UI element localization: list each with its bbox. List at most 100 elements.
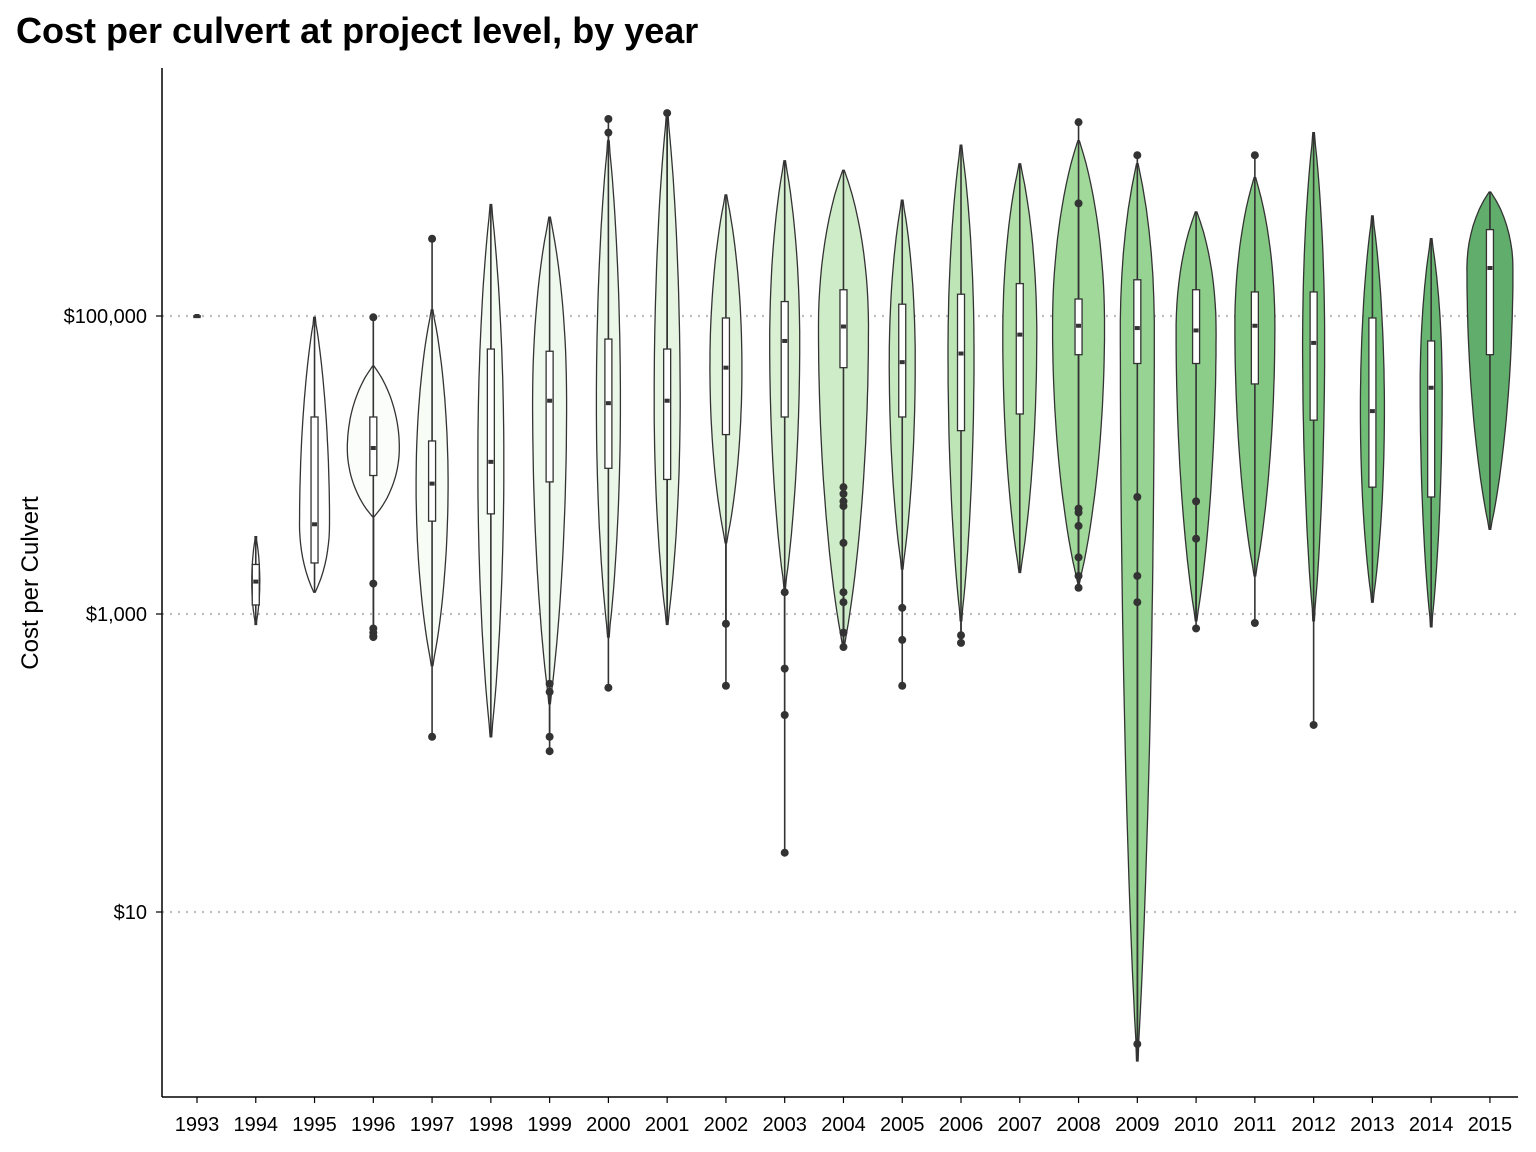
- x-tick-label: 2000: [586, 1114, 631, 1136]
- outlier-point: [1074, 504, 1083, 513]
- box-2012: [1309, 291, 1318, 421]
- outlier-point: [839, 588, 848, 597]
- outlier-point: [1074, 583, 1083, 592]
- x-tick-label: 2003: [762, 1114, 807, 1136]
- median-2012: [1311, 340, 1317, 345]
- x-tick-label: 2015: [1468, 1114, 1513, 1136]
- outlier-point: [839, 598, 848, 607]
- y-tick-label: $10: [114, 902, 147, 924]
- outlier-point: [898, 603, 907, 612]
- outlier-point: [1192, 624, 1201, 633]
- median-2008: [1076, 323, 1082, 328]
- outlier-point: [721, 619, 730, 628]
- median-2009: [1134, 326, 1140, 331]
- x-tick-label: 1994: [234, 1114, 279, 1136]
- y-tick-label: $1,000: [86, 604, 147, 626]
- median-1999: [547, 398, 553, 403]
- outlier-point: [604, 128, 613, 137]
- outlier-point: [1074, 521, 1083, 530]
- box-2001: [663, 348, 672, 481]
- outlier-point: [1074, 553, 1083, 562]
- outlier-point: [663, 109, 672, 118]
- outlier-point: [545, 687, 554, 696]
- box-2013: [1368, 317, 1377, 488]
- median-2013: [1369, 409, 1375, 414]
- outlier-point: [957, 638, 966, 647]
- median-1998: [488, 459, 494, 464]
- outlier-point: [839, 538, 848, 547]
- x-tick-label: 2012: [1291, 1114, 1336, 1136]
- x-tick-label: 1996: [351, 1114, 396, 1136]
- outlier-point: [721, 681, 730, 690]
- median-1994: [253, 579, 259, 584]
- x-tick-label: 2008: [1056, 1114, 1101, 1136]
- box-2006: [956, 293, 966, 432]
- x-tick-label: 1995: [292, 1114, 337, 1136]
- box-2002: [721, 317, 731, 436]
- median-2004: [840, 324, 846, 329]
- grid-lines: [162, 314, 1518, 914]
- outlier-point: [780, 848, 789, 857]
- outlier-point: [1133, 1040, 1142, 1049]
- median-2010: [1193, 328, 1199, 333]
- box-2015: [1485, 228, 1495, 356]
- x-tick-label: 1997: [410, 1114, 455, 1136]
- outlier-point: [839, 497, 848, 506]
- x-tick-label: 2001: [645, 1114, 690, 1136]
- outlier-point: [780, 710, 789, 719]
- median-2001: [664, 398, 670, 403]
- outlier-point: [545, 679, 554, 688]
- outlier-point: [1133, 571, 1142, 580]
- x-tick-label: 2013: [1350, 1114, 1395, 1136]
- outlier-point: [604, 683, 613, 692]
- box-1997: [427, 440, 437, 522]
- outlier-point: [545, 747, 554, 756]
- outlier-point: [1133, 151, 1142, 160]
- outlier-point: [604, 114, 613, 123]
- median-1993: [194, 314, 200, 318]
- y-tick-label: $100,000: [64, 306, 147, 328]
- x-tick-label: 2010: [1174, 1114, 1219, 1136]
- x-tick-label: 1993: [175, 1114, 220, 1136]
- box-1995: [310, 416, 319, 564]
- median-1996: [370, 446, 376, 451]
- median-1995: [312, 522, 318, 527]
- outlier-point: [1192, 534, 1201, 543]
- box-2007: [1015, 282, 1024, 415]
- median-2006: [958, 351, 964, 356]
- violins: [193, 112, 1514, 1062]
- x-tick-label: 2006: [939, 1114, 984, 1136]
- box-2004: [839, 289, 848, 369]
- outlier-point: [1250, 619, 1259, 628]
- x-tick-label: 2005: [880, 1114, 925, 1136]
- box-2009: [1133, 279, 1142, 365]
- outlier-point: [1074, 571, 1083, 580]
- box-1999: [545, 350, 554, 483]
- outlier-point: [957, 631, 966, 640]
- outlier-point: [780, 664, 789, 673]
- tick-labels: $10 $1,000 $100,000 1993 1994 1995 1996 1997 199…: [64, 306, 1513, 1136]
- outlier-point: [1074, 199, 1083, 208]
- boxplots: [193, 113, 1495, 1061]
- outlier-point: [780, 588, 789, 597]
- outlier-point: [545, 732, 554, 741]
- outlier-point: [898, 681, 907, 690]
- box-2003: [780, 300, 789, 418]
- x-tick-label: 2002: [704, 1114, 749, 1136]
- outlier-point: [1250, 151, 1259, 160]
- median-2005: [899, 360, 905, 365]
- x-tick-label: 2007: [998, 1114, 1043, 1136]
- outlier-point: [898, 635, 907, 644]
- outlier-point: [428, 732, 437, 741]
- outlier-point: [369, 579, 378, 588]
- box-2010: [1191, 289, 1201, 365]
- outlier-point: [839, 643, 848, 652]
- median-2003: [782, 338, 788, 343]
- chart-title: Cost per culvert at project level, by ye…: [16, 10, 699, 51]
- axes: [156, 68, 1518, 1103]
- outlier-point: [1133, 492, 1142, 501]
- y-axis-title: Cost per Culvert: [17, 496, 44, 670]
- x-tick-label: 2014: [1409, 1114, 1454, 1136]
- median-2002: [723, 365, 729, 370]
